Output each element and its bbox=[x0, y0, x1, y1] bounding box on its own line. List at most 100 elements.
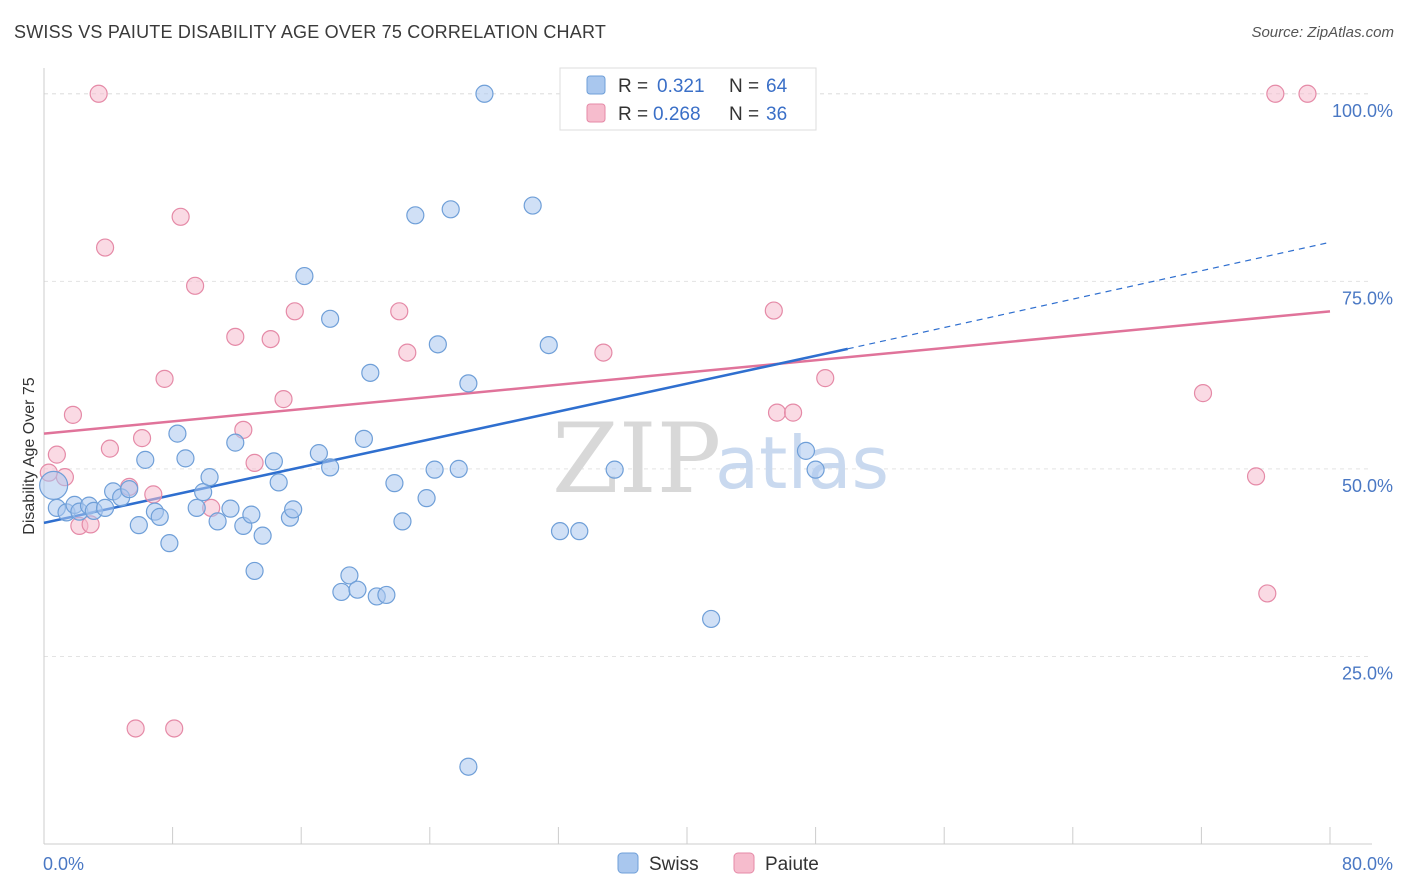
legend-swiss-n-label: N = bbox=[729, 76, 759, 97]
legend-paiute-r-label: R = bbox=[618, 104, 648, 125]
point-swiss-49 bbox=[441, 200, 460, 219]
point-swiss-7 bbox=[95, 498, 115, 517]
point-swiss-21 bbox=[208, 512, 227, 531]
grid bbox=[44, 93, 1372, 657]
point-paiute-10 bbox=[126, 719, 145, 738]
legend-paiute-n-value: 36 bbox=[766, 104, 787, 125]
point-swiss-26 bbox=[245, 561, 264, 581]
legend-swiss-r-value: 0.321 bbox=[657, 76, 705, 97]
point-swiss-57 bbox=[570, 522, 589, 541]
point-swiss-34 bbox=[321, 309, 340, 328]
point-paiute-26 bbox=[594, 343, 613, 362]
trendline-swiss bbox=[43, 347, 849, 525]
watermark-zip: ZIP bbox=[552, 403, 721, 515]
point-swiss-25 bbox=[242, 505, 261, 524]
point-swiss-42 bbox=[377, 585, 396, 605]
point-swiss-44 bbox=[393, 512, 412, 531]
point-swiss-60 bbox=[702, 609, 721, 629]
series-legend-label-paiute: Paiute bbox=[765, 854, 819, 875]
point-swiss-14 bbox=[150, 507, 169, 526]
watermark-atlas: atlas bbox=[715, 421, 889, 505]
x-tick-label-max: 80.0% bbox=[1342, 854, 1393, 874]
trendline-paiute bbox=[43, 310, 1331, 435]
x-tick-label-min: 0.0% bbox=[43, 854, 84, 874]
point-swiss-16 bbox=[168, 424, 187, 443]
point-swiss-29 bbox=[269, 473, 288, 492]
point-paiute-13 bbox=[155, 369, 174, 388]
point-paiute-6 bbox=[89, 84, 108, 103]
point-paiute-7 bbox=[95, 238, 115, 257]
source-attribution: Source: ZipAtlas.com bbox=[1251, 24, 1394, 41]
point-swiss-38 bbox=[348, 580, 367, 599]
point-swiss-35 bbox=[321, 458, 340, 477]
point-paiute-20 bbox=[245, 453, 264, 472]
point-paiute-24 bbox=[390, 302, 409, 321]
y-axis-title: Disability Age Over 75 bbox=[21, 377, 38, 535]
point-swiss-39 bbox=[354, 429, 373, 448]
legend-paiute-n-label: N = bbox=[729, 104, 759, 125]
point-swiss-47 bbox=[425, 460, 444, 479]
point-swiss-52 bbox=[459, 757, 478, 776]
point-swiss-43 bbox=[385, 474, 404, 493]
point-paiute-14 bbox=[165, 719, 184, 738]
point-paiute-32 bbox=[1246, 467, 1266, 486]
point-swiss-27 bbox=[253, 526, 272, 545]
point-paiute-30 bbox=[816, 369, 835, 388]
point-swiss-36 bbox=[332, 582, 351, 602]
point-paiute-22 bbox=[274, 390, 293, 409]
stats-legend: R = 0.321 N = 64 R = 0.268 N = 36 bbox=[559, 67, 817, 131]
point-swiss-54 bbox=[523, 196, 542, 215]
axes bbox=[43, 68, 1372, 845]
point-swiss-12 bbox=[136, 450, 155, 469]
point-paiute-33 bbox=[1258, 584, 1277, 603]
point-paiute-28 bbox=[767, 403, 787, 422]
point-swiss-56 bbox=[550, 522, 570, 541]
point-swiss-33 bbox=[309, 444, 328, 463]
point-swiss-46 bbox=[417, 489, 436, 508]
point-swiss-20 bbox=[200, 468, 219, 487]
point-swiss-17 bbox=[176, 449, 195, 468]
series-legend-swatch-swiss bbox=[617, 852, 639, 874]
point-paiute-31 bbox=[1193, 384, 1213, 403]
point-swiss-40 bbox=[361, 363, 380, 382]
point-swiss-51 bbox=[459, 374, 478, 393]
legend-swiss-r-label: R = bbox=[618, 76, 648, 97]
point-paiute-8 bbox=[100, 439, 120, 458]
point-paiute-23 bbox=[285, 302, 304, 321]
legend-swatch-swiss bbox=[586, 75, 606, 95]
point-paiute-16 bbox=[186, 276, 205, 295]
series-legend-label-swiss: Swiss bbox=[649, 854, 699, 875]
y-tick-label-50: 50.0% bbox=[1342, 476, 1393, 496]
chart-title: SWISS VS PAIUTE DISABILITY AGE OVER 75 C… bbox=[14, 22, 607, 42]
point-swiss-48 bbox=[428, 335, 447, 354]
y-tick-label-25: 25.0% bbox=[1342, 663, 1393, 683]
point-swiss-61 bbox=[796, 441, 816, 460]
point-paiute-11 bbox=[132, 429, 152, 448]
point-swiss-32 bbox=[295, 266, 314, 286]
point-swiss-28 bbox=[264, 452, 283, 471]
series-legend: Swiss Paiute bbox=[617, 852, 819, 875]
point-swiss-11 bbox=[129, 516, 148, 535]
point-swiss-18 bbox=[187, 498, 206, 517]
point-paiute-12 bbox=[144, 485, 163, 504]
data-points bbox=[39, 84, 1317, 776]
point-paiute-1 bbox=[47, 445, 66, 464]
watermark: ZIP atlas bbox=[552, 403, 889, 515]
legend-swatch-paiute bbox=[586, 103, 606, 123]
series-legend-swatch-paiute bbox=[733, 852, 755, 874]
y-tick-label-75: 75.0% bbox=[1342, 288, 1393, 308]
point-paiute-35 bbox=[1298, 84, 1317, 103]
point-paiute-25 bbox=[398, 343, 417, 362]
point-paiute-27 bbox=[764, 301, 783, 320]
trend-lines bbox=[43, 241, 1331, 525]
point-swiss-15 bbox=[160, 534, 179, 553]
trendline-swiss-extension bbox=[847, 241, 1331, 350]
point-swiss-37 bbox=[340, 566, 359, 585]
point-paiute-34 bbox=[1266, 84, 1285, 103]
legend-swiss-n-value: 64 bbox=[766, 76, 788, 97]
point-swiss-50 bbox=[449, 459, 468, 478]
point-paiute-29 bbox=[783, 403, 803, 422]
point-swiss-10 bbox=[120, 480, 139, 499]
y-tick-label-100: 100.0% bbox=[1332, 101, 1393, 121]
point-swiss-23 bbox=[226, 433, 245, 452]
